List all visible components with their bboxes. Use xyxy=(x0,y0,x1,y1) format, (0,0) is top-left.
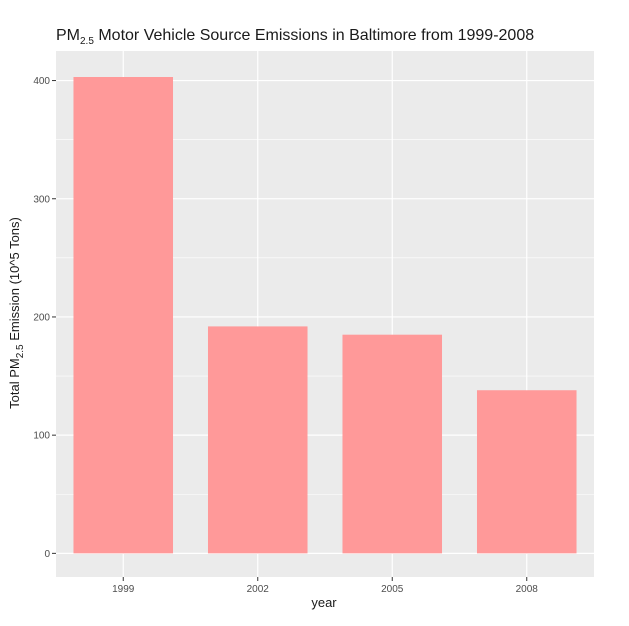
y-tick-label: 200 xyxy=(33,312,50,323)
y-axis: 0 100 200 300 400 xyxy=(33,76,56,560)
x-tick-label: 2005 xyxy=(381,584,404,595)
y-axis-title: Total PM2.5 Emission (10^5 Tons) xyxy=(7,217,26,409)
x-axis-title: year xyxy=(311,595,337,610)
chart-title: PM2.5 Motor Vehicle Source Emissions in … xyxy=(56,27,534,47)
bar-1999 xyxy=(73,77,174,554)
y-tick-label: 300 xyxy=(33,194,50,205)
bar-2005 xyxy=(342,334,443,554)
x-axis: 1999 2002 2005 2008 xyxy=(112,577,538,595)
y-tick-label: 100 xyxy=(33,431,50,442)
bar-2002 xyxy=(207,326,308,554)
bars xyxy=(73,77,577,554)
y-tick-label: 400 xyxy=(33,76,50,87)
x-tick-label: 2002 xyxy=(247,584,270,595)
x-tick-label: 2008 xyxy=(516,584,539,595)
x-tick-label: 1999 xyxy=(112,584,135,595)
y-tick-label: 0 xyxy=(44,549,50,560)
bar-2008 xyxy=(476,390,577,554)
